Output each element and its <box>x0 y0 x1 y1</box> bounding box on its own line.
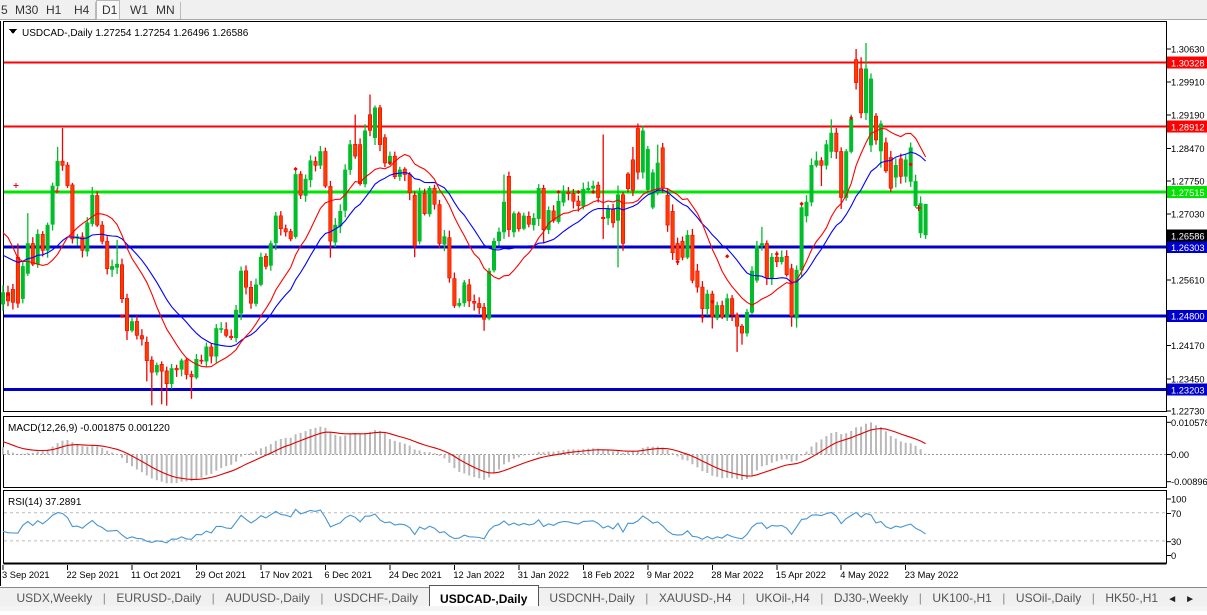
svg-text:1.27515: 1.27515 <box>1171 188 1205 198</box>
svg-text:29 Oct 2021: 29 Oct 2021 <box>195 570 246 580</box>
svg-text:24 Dec 2021: 24 Dec 2021 <box>389 570 442 580</box>
svg-text:28 Mar 2022: 28 Mar 2022 <box>711 570 763 580</box>
svg-text:31 Jan 2022: 31 Jan 2022 <box>518 570 569 580</box>
svg-text:1.29910: 1.29910 <box>1171 78 1205 88</box>
svg-text:1.24800: 1.24800 <box>1171 312 1205 322</box>
svg-text:1.23203: 1.23203 <box>1171 385 1205 395</box>
svg-text:-0.00896: -0.00896 <box>1171 477 1207 487</box>
svg-text:30: 30 <box>1171 537 1181 547</box>
svg-text:0: 0 <box>1171 551 1176 561</box>
svg-text:100: 100 <box>1171 495 1187 505</box>
svg-text:9 Mar 2022: 9 Mar 2022 <box>647 570 694 580</box>
svg-text:1.27750: 1.27750 <box>1171 177 1205 187</box>
svg-text:22 Sep 2021: 22 Sep 2021 <box>67 570 120 580</box>
svg-text:15 Apr 2022: 15 Apr 2022 <box>776 570 826 580</box>
svg-text:70: 70 <box>1171 509 1181 519</box>
svg-text:1.26303: 1.26303 <box>1171 243 1205 253</box>
svg-text:1.29190: 1.29190 <box>1171 111 1205 121</box>
svg-text:1.27030: 1.27030 <box>1171 210 1205 220</box>
svg-text:USDCAD-,Daily 1.27254 1.27254: USDCAD-,Daily 1.27254 1.27254 1.26496 1.… <box>22 28 249 39</box>
svg-text:0.010578: 0.010578 <box>1171 418 1207 428</box>
svg-text:12 Jan 2022: 12 Jan 2022 <box>453 570 504 580</box>
svg-text:0.00: 0.00 <box>1171 450 1189 460</box>
svg-text:4 May 2022: 4 May 2022 <box>840 570 889 580</box>
svg-text:1.23450: 1.23450 <box>1171 374 1205 384</box>
svg-text:MACD(12,26,9) -0.001875 0.0012: MACD(12,26,9) -0.001875 0.001220 <box>8 423 170 434</box>
svg-text:1.25610: 1.25610 <box>1171 276 1205 286</box>
svg-text:3 Sep 2021: 3 Sep 2021 <box>2 570 50 580</box>
svg-text:6 Dec 2021: 6 Dec 2021 <box>324 570 372 580</box>
svg-text:23 May 2022: 23 May 2022 <box>905 570 959 580</box>
svg-text:RSI(14) 37.2891: RSI(14) 37.2891 <box>8 497 82 508</box>
svg-text:1.22730: 1.22730 <box>1171 406 1205 416</box>
svg-text:1.30328: 1.30328 <box>1171 58 1205 68</box>
svg-text:17 Nov 2021: 17 Nov 2021 <box>260 570 313 580</box>
svg-text:1.28470: 1.28470 <box>1171 144 1205 154</box>
svg-text:1.26586: 1.26586 <box>1171 231 1205 241</box>
svg-text:1.28912: 1.28912 <box>1171 122 1205 132</box>
svg-text:1.24170: 1.24170 <box>1171 341 1205 351</box>
svg-text:1.30630: 1.30630 <box>1171 45 1205 55</box>
svg-text:11 Oct 2021: 11 Oct 2021 <box>131 570 181 580</box>
svg-text:18 Feb 2022: 18 Feb 2022 <box>582 570 634 580</box>
